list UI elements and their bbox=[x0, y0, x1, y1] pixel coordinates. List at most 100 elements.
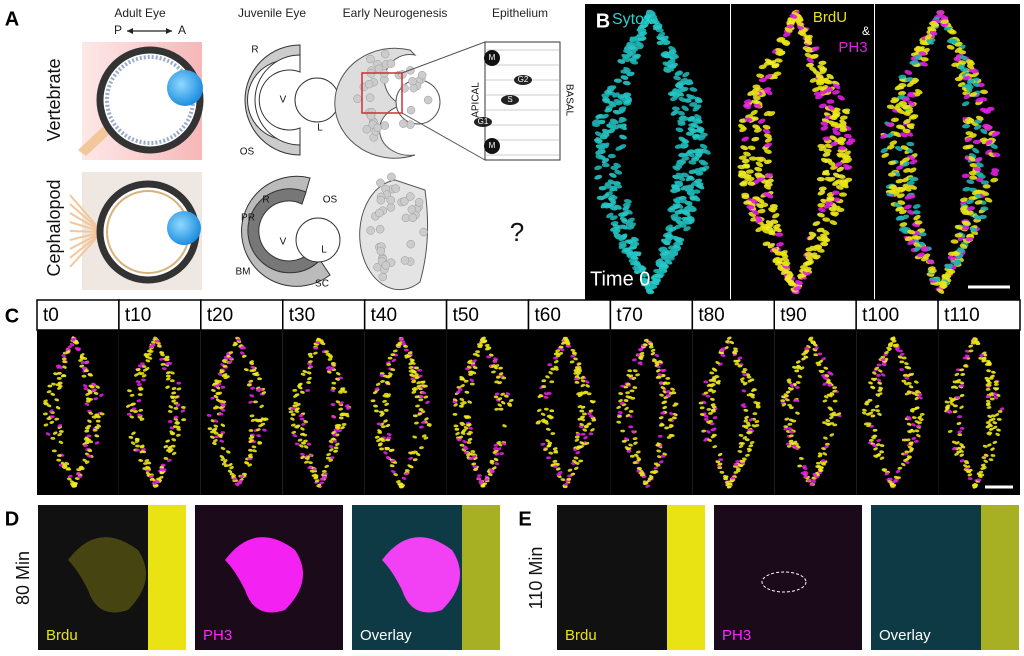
cell-signal bbox=[655, 258, 663, 264]
cell-signal bbox=[929, 21, 938, 26]
cell bbox=[375, 208, 384, 218]
cell-signal bbox=[838, 192, 847, 197]
cell-signal bbox=[134, 437, 140, 441]
cell-signal bbox=[57, 384, 63, 388]
side-label: APICAL bbox=[471, 82, 482, 118]
cell-signal bbox=[822, 136, 831, 141]
cell-signal bbox=[907, 100, 916, 107]
cell-signal bbox=[80, 353, 85, 357]
cell-signal bbox=[804, 34, 813, 40]
cell-signal bbox=[837, 95, 845, 101]
cell-signal bbox=[834, 161, 843, 167]
cell-signal bbox=[744, 174, 752, 180]
cell-signal bbox=[138, 408, 144, 412]
cell-signal bbox=[764, 142, 773, 148]
cell-signal bbox=[95, 385, 100, 389]
cell-signal bbox=[649, 283, 658, 289]
cell-signal bbox=[78, 358, 83, 362]
cell bbox=[366, 54, 375, 64]
cell-signal bbox=[657, 31, 666, 38]
cell-signal bbox=[826, 197, 835, 202]
cell-signal bbox=[751, 91, 760, 97]
cell-signal bbox=[982, 184, 991, 189]
cell-signal bbox=[900, 145, 909, 151]
cell-signal bbox=[135, 448, 140, 452]
cell bbox=[386, 203, 396, 212]
cell-signal bbox=[613, 78, 622, 83]
cell-signal bbox=[950, 239, 959, 244]
cell-signal bbox=[687, 175, 695, 181]
cell-signal bbox=[618, 106, 627, 111]
cell-signal bbox=[974, 200, 983, 205]
cell-signal bbox=[60, 374, 66, 378]
cell-signal bbox=[975, 177, 984, 182]
cell-signal bbox=[818, 186, 827, 191]
cell-signal bbox=[912, 210, 921, 215]
cell-signal bbox=[786, 271, 794, 277]
cell bbox=[408, 77, 417, 86]
cell-signal bbox=[83, 444, 89, 448]
cell-signal bbox=[823, 148, 832, 154]
cell-signal bbox=[53, 372, 58, 376]
timepoint-label: t80 bbox=[698, 305, 724, 326]
cell-signal bbox=[898, 74, 907, 80]
panel-label: A bbox=[5, 8, 19, 30]
cell-signal bbox=[752, 124, 761, 130]
cell-signal bbox=[602, 193, 610, 199]
cell-signal bbox=[683, 209, 691, 215]
cell-signal bbox=[758, 156, 766, 162]
cell-signal bbox=[896, 164, 904, 170]
cell-signal bbox=[94, 434, 100, 438]
cell-signal bbox=[827, 161, 836, 167]
cell-signal bbox=[903, 167, 911, 173]
nerve-fiber bbox=[69, 231, 103, 259]
cell-signal bbox=[43, 412, 48, 416]
cell-signal bbox=[901, 97, 910, 102]
cell-signal bbox=[774, 58, 783, 63]
cell-signal bbox=[809, 66, 817, 72]
cell-signal bbox=[679, 198, 688, 204]
cell-signal bbox=[843, 163, 851, 170]
cell-signal bbox=[687, 149, 696, 154]
cell-signal bbox=[86, 454, 92, 458]
cell-signal bbox=[81, 366, 87, 370]
cell-signal bbox=[62, 365, 67, 369]
micrograph bbox=[856, 330, 939, 495]
cell-signal bbox=[781, 261, 790, 267]
cell-signal bbox=[126, 412, 132, 416]
cell-signal bbox=[771, 63, 780, 69]
cell-signal bbox=[618, 116, 627, 122]
cell-signal bbox=[980, 206, 989, 211]
cell-signal bbox=[886, 122, 895, 127]
cell-signal bbox=[992, 152, 1001, 157]
cell-signal bbox=[951, 62, 960, 67]
neighbor-signal bbox=[148, 505, 186, 650]
panel-label: D bbox=[5, 508, 19, 530]
cell-signal bbox=[743, 103, 752, 108]
structure-label: L bbox=[317, 123, 323, 134]
cell-signal bbox=[836, 166, 844, 172]
cell-signal bbox=[946, 44, 955, 50]
cell-signal bbox=[966, 118, 975, 124]
cell-signal bbox=[772, 256, 780, 263]
cell-signal bbox=[643, 282, 652, 287]
cell-signal bbox=[830, 211, 838, 217]
cell-signal bbox=[747, 145, 756, 151]
cell-signal bbox=[176, 387, 182, 391]
cell-signal bbox=[86, 424, 92, 428]
cell-signal bbox=[795, 17, 803, 24]
cell-signal bbox=[842, 108, 851, 114]
cell-signal bbox=[758, 77, 767, 83]
cell-signal bbox=[601, 93, 610, 98]
cell-signal bbox=[750, 116, 759, 121]
cell-signal bbox=[899, 222, 908, 227]
cell-signal bbox=[750, 109, 758, 116]
cell-signal bbox=[822, 237, 831, 243]
cell-signal bbox=[46, 404, 52, 408]
cell-signal bbox=[675, 127, 684, 133]
cell bbox=[376, 178, 385, 188]
cell-signal bbox=[894, 106, 902, 112]
cell-signal bbox=[954, 76, 963, 82]
cell-signal bbox=[757, 118, 766, 124]
